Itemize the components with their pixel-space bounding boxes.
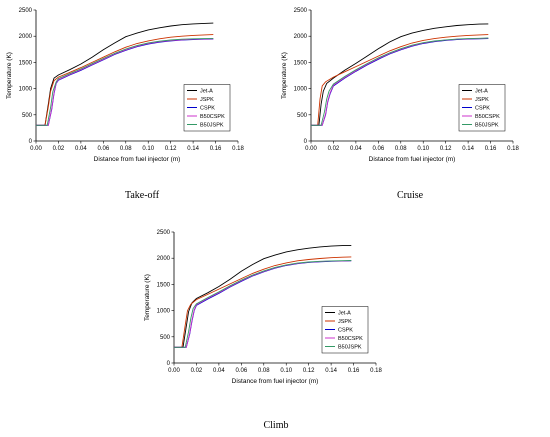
series-line-jspk bbox=[311, 34, 489, 126]
y-tick-label: 0 bbox=[304, 139, 308, 145]
y-axis-title: Temperature (K) bbox=[144, 274, 151, 321]
legend-label: Jet-A bbox=[338, 311, 351, 317]
legend-label: JSPK bbox=[338, 319, 352, 325]
x-tick-label: 0.10 bbox=[417, 146, 429, 152]
legend-label: B50CSPK bbox=[475, 114, 500, 120]
y-tick-label: 500 bbox=[160, 335, 171, 341]
x-tick-label: 0.00 bbox=[305, 146, 317, 152]
x-tick-label: 0.18 bbox=[507, 146, 519, 152]
x-tick-label: 0.14 bbox=[462, 146, 474, 152]
x-tick-label: 0.06 bbox=[235, 368, 247, 374]
series-line-b50cspk bbox=[36, 38, 214, 126]
x-tick-label: 0.06 bbox=[97, 146, 109, 152]
x-tick-label: 0.00 bbox=[30, 146, 42, 152]
x-tick-label: 0.10 bbox=[142, 146, 154, 152]
y-tick-label: 2500 bbox=[294, 8, 308, 14]
x-axis-title: Distance from fuel injector (m) bbox=[369, 156, 456, 163]
y-tick-label: 500 bbox=[22, 113, 33, 119]
x-tick-label: 0.04 bbox=[75, 146, 87, 152]
x-tick-label: 0.12 bbox=[440, 146, 452, 152]
y-tick-label: 1500 bbox=[294, 60, 308, 66]
y-tick-label: 2000 bbox=[19, 34, 33, 40]
y-axis-title: Temperature (K) bbox=[6, 52, 13, 99]
chart-cruise: 0.00 0.02 0.04 0.06 0.08 0.10 0.12 0.14 0.16 0.18… bbox=[281, 8, 519, 163]
legend-label: B50JSPK bbox=[338, 345, 362, 351]
series-line-jet-a bbox=[311, 23, 489, 126]
chart-take-off: 0.00 0.02 0.04 0.06 0.08 0.10 0.12 0.14 0.16 0.18… bbox=[6, 8, 244, 163]
y-tick-label: 1000 bbox=[19, 87, 33, 93]
x-tick-label: 0.00 bbox=[168, 368, 180, 374]
legend-label: CSPK bbox=[338, 328, 353, 334]
x-tick-label: 0.16 bbox=[485, 146, 497, 152]
series-line-jspk bbox=[174, 256, 352, 348]
legend-label: Jet-A bbox=[200, 89, 213, 95]
y-tick-label: 500 bbox=[297, 113, 308, 119]
x-axis-title: Distance from fuel injector (m) bbox=[94, 156, 181, 163]
legend-label: B50JSPK bbox=[200, 123, 224, 129]
y-tick-label: 0 bbox=[167, 361, 171, 367]
y-tick-label: 2000 bbox=[294, 34, 308, 40]
x-tick-label: 0.08 bbox=[258, 368, 270, 374]
x-tick-label: 0.12 bbox=[303, 368, 315, 374]
series-line-b50jspk bbox=[36, 37, 214, 126]
y-tick-label: 1000 bbox=[294, 87, 308, 93]
x-tick-label: 0.16 bbox=[210, 146, 222, 152]
caption-cruise: Cruise bbox=[396, 190, 424, 201]
y-axis-title: Temperature (K) bbox=[281, 52, 288, 99]
series-line-b50jspk bbox=[311, 37, 489, 126]
x-tick-label: 0.02 bbox=[53, 146, 65, 152]
y-tick-label: 0 bbox=[29, 139, 33, 145]
legend-label: B50CSPK bbox=[200, 114, 225, 120]
x-tick-label: 0.12 bbox=[165, 146, 177, 152]
y-tick-label: 2000 bbox=[157, 256, 171, 262]
y-tick-label: 1000 bbox=[157, 309, 171, 315]
x-tick-label: 0.14 bbox=[187, 146, 199, 152]
series-line-jspk bbox=[36, 34, 214, 126]
x-tick-label: 0.08 bbox=[395, 146, 407, 152]
x-tick-label: 0.10 bbox=[280, 368, 292, 374]
y-tick-label: 1500 bbox=[19, 60, 33, 66]
x-tick-label: 0.14 bbox=[325, 368, 337, 374]
y-tick-label: 1500 bbox=[157, 282, 171, 288]
x-tick-label: 0.16 bbox=[348, 368, 360, 374]
series-line-jet-a bbox=[36, 22, 214, 126]
x-axis-title: Distance from fuel injector (m) bbox=[232, 378, 319, 385]
legend-label: Jet-A bbox=[475, 89, 488, 95]
legend-label: CSPK bbox=[200, 106, 215, 112]
x-tick-label: 0.04 bbox=[213, 368, 225, 374]
x-tick-label: 0.04 bbox=[350, 146, 362, 152]
legend-label: JSPK bbox=[200, 97, 214, 103]
x-tick-label: 0.06 bbox=[372, 146, 384, 152]
caption-take-off: Take-off bbox=[124, 190, 160, 201]
legend-label: CSPK bbox=[475, 106, 490, 112]
x-tick-label: 0.02 bbox=[328, 146, 340, 152]
x-tick-label: 0.18 bbox=[370, 368, 382, 374]
series-line-b50jspk bbox=[174, 260, 352, 348]
y-tick-label: 2500 bbox=[19, 8, 33, 14]
legend-label: B50CSPK bbox=[338, 336, 363, 342]
chart-climb: 0.00 0.02 0.04 0.06 0.08 0.10 0.12 0.14 0.16 0.18… bbox=[144, 230, 382, 385]
legend-label: JSPK bbox=[475, 97, 489, 103]
x-tick-label: 0.18 bbox=[232, 146, 244, 152]
caption-climb: Climb bbox=[263, 420, 289, 431]
legend-label: B50JSPK bbox=[475, 123, 499, 129]
x-tick-label: 0.02 bbox=[191, 368, 203, 374]
y-tick-label: 2500 bbox=[157, 230, 171, 236]
series-line-jet-a bbox=[174, 244, 352, 348]
x-tick-label: 0.08 bbox=[120, 146, 132, 152]
